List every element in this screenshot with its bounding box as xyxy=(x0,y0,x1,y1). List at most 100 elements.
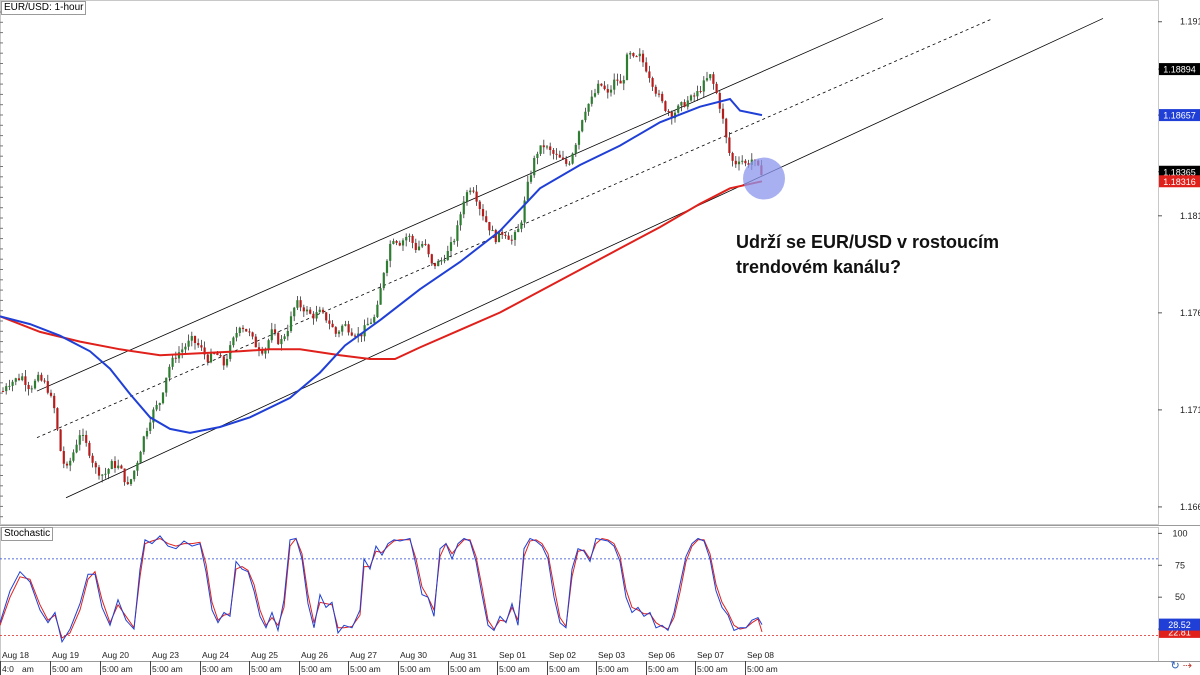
candle-body xyxy=(629,53,632,55)
time-axis: Aug 18 4:0 am Aug 19 5:00 am Aug 20 5:00 am Aug… xyxy=(0,650,1200,675)
candle-body xyxy=(603,85,606,90)
candle-body xyxy=(376,304,379,318)
candle-body xyxy=(478,201,481,210)
stoch-tick-label: 50 xyxy=(1175,592,1185,602)
annotation-line-1: Udrží se EUR/USD v rostoucím xyxy=(736,232,1000,252)
x-date-label: Aug 30 xyxy=(400,650,427,660)
trend-channel xyxy=(36,18,1104,499)
candle-body xyxy=(104,473,107,475)
candle-body xyxy=(497,231,501,243)
highlight-circle xyxy=(743,157,785,200)
stoch-value-box xyxy=(1159,618,1200,631)
candle-body xyxy=(101,474,104,476)
candle-body xyxy=(117,465,120,468)
candle-body xyxy=(353,335,357,337)
candle-body xyxy=(584,111,587,121)
candle-body xyxy=(600,83,603,86)
channel-boundary xyxy=(65,18,1104,499)
candle-body xyxy=(296,300,299,308)
candle-body xyxy=(88,442,91,456)
candle-body xyxy=(533,157,536,176)
candle-body xyxy=(293,307,296,317)
arrow-right-icon[interactable]: ⇢ xyxy=(1182,660,1192,672)
candle-body xyxy=(59,429,62,452)
candle-body xyxy=(145,430,149,437)
candle-body xyxy=(43,380,46,382)
candle-body xyxy=(235,332,238,338)
candle-body xyxy=(65,463,69,466)
candle-body xyxy=(654,86,657,94)
candle-body xyxy=(609,89,613,93)
x-date-label: Aug 18 xyxy=(2,650,29,660)
candle-body xyxy=(113,461,117,468)
candle-body xyxy=(661,93,664,102)
candle-body xyxy=(27,384,30,390)
candle-body xyxy=(206,354,209,363)
candle-body xyxy=(555,153,558,155)
x-time-label: 5:00 am xyxy=(499,664,530,674)
y-tick-label: 1.17138 xyxy=(1180,405,1200,415)
candle-body xyxy=(529,175,533,182)
candle-body xyxy=(571,153,574,164)
x-time-label: 5:00 am xyxy=(648,664,679,674)
candle-body xyxy=(40,374,43,381)
candle-body xyxy=(741,160,744,162)
candle-body xyxy=(693,95,696,97)
candle-body xyxy=(165,377,168,393)
x-time-label: 5:00 am xyxy=(747,664,778,674)
candle-body xyxy=(213,353,216,355)
candle-body xyxy=(488,222,491,231)
candle-body xyxy=(312,313,315,319)
candle-body xyxy=(481,209,485,217)
candle-body xyxy=(133,470,136,480)
candle-body xyxy=(360,333,363,337)
x-time-label: 5:00 am xyxy=(350,664,381,674)
candle-body xyxy=(248,331,251,333)
candle-body xyxy=(190,336,193,341)
candle-body xyxy=(289,316,293,332)
candle-body xyxy=(37,374,40,381)
candle-body xyxy=(177,352,181,359)
y-tick-label: 1.19138 xyxy=(1180,17,1200,27)
stoch-tick-label: 75 xyxy=(1175,560,1185,570)
x-time-label: 5:00 am xyxy=(598,664,629,674)
candle-body xyxy=(241,327,245,329)
x-time-label: 5:00 am xyxy=(102,664,133,674)
x-time-label: 5:00 am xyxy=(450,664,481,674)
candle-body xyxy=(171,357,174,367)
candle-body xyxy=(46,381,49,393)
candle-body xyxy=(702,80,705,92)
candle-body xyxy=(686,100,689,107)
candle-body xyxy=(1,391,5,393)
candle-body xyxy=(430,254,433,264)
candle-body xyxy=(110,461,113,470)
candle-body xyxy=(5,386,8,392)
candle-body xyxy=(398,242,401,246)
candle-body xyxy=(389,243,392,261)
sync-icon[interactable]: ↻ xyxy=(1170,660,1180,672)
price-pane-border xyxy=(0,0,1159,525)
candle-body xyxy=(683,102,686,107)
x-date-label: Aug 26 xyxy=(301,650,328,660)
channel-boundary xyxy=(36,18,884,392)
x-time-label: 5:00 am xyxy=(202,664,233,674)
candle-body xyxy=(574,144,577,154)
candle-body xyxy=(8,385,11,387)
candle-body xyxy=(593,93,597,97)
candle-body xyxy=(97,467,101,476)
price-label: 1.18657 xyxy=(1163,111,1196,121)
candle-body xyxy=(174,357,177,359)
price-label-box xyxy=(1159,109,1200,122)
candle-body xyxy=(129,479,133,485)
candle-body xyxy=(225,358,229,366)
candle-body xyxy=(424,243,427,245)
candle-body xyxy=(456,225,459,241)
candle-body xyxy=(17,378,21,381)
candle-body xyxy=(245,328,248,332)
candle-body xyxy=(680,102,683,106)
candle-body xyxy=(453,240,456,243)
stoch-value-label: 28.52 xyxy=(1168,620,1191,630)
x-date-label: Sep 07 xyxy=(697,650,724,660)
price-label: 1.18894 xyxy=(1163,65,1196,75)
